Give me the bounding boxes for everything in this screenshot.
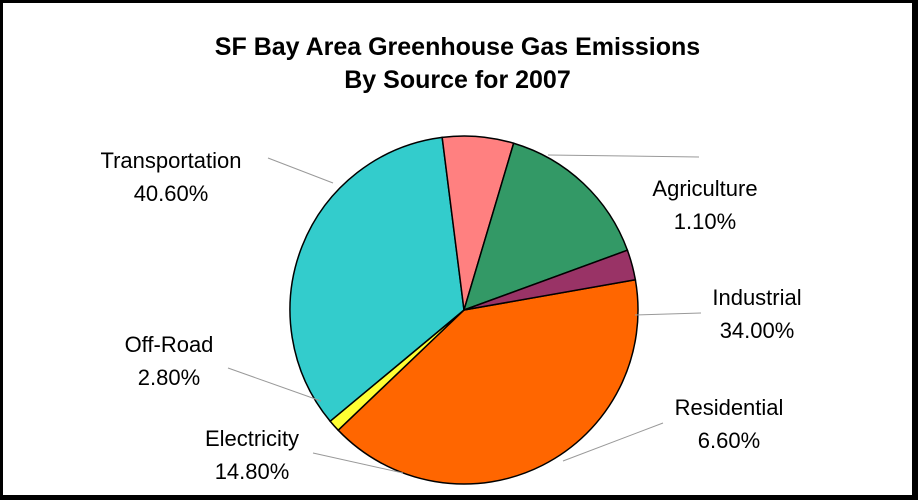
pie-slice-off-road <box>463 249 637 311</box>
leader-line-agriculture <box>547 154 700 158</box>
slice-label-electricity: Electricity <box>205 426 299 451</box>
slice-label-transportation: Transportation <box>100 148 241 173</box>
slice-label-residential: Residential <box>675 395 784 420</box>
slice-percent-agriculture: 1.10% <box>674 209 736 234</box>
pie-slice-industrial <box>289 136 465 423</box>
leader-line-off-road <box>227 367 322 402</box>
slice-percent-industrial: 34.00% <box>720 318 795 343</box>
chart-title-line-2: By Source for 2007 <box>344 66 571 94</box>
pie-slice-electricity <box>462 142 629 312</box>
chart-title: SF Bay Area Greenhouse Gas Emissions By … <box>3 31 912 97</box>
slice-percent-off-road: 2.80% <box>138 365 200 390</box>
leader-line-electricity <box>312 452 404 474</box>
pie-slice-transportation <box>337 278 639 485</box>
leader-line-residential <box>562 422 664 462</box>
slice-label-agriculture: Agriculture <box>652 176 757 201</box>
leader-line-industrial <box>634 312 702 316</box>
slice-label-industrial: Industrial <box>712 285 801 310</box>
leader-line-transportation <box>267 157 334 184</box>
chart-title-line-1: SF Bay Area Greenhouse Gas Emissions <box>214 33 701 61</box>
chart-frame: SF Bay Area Greenhouse Gas Emissions By … <box>3 3 912 495</box>
slice-percent-residential: 6.60% <box>698 428 760 453</box>
slice-percent-electricity: 14.80% <box>215 459 290 484</box>
pie-chart: Transportation 40.60% Agriculture 1.10% Indu… <box>100 135 802 485</box>
slice-label-off-road: Off-Road <box>125 332 214 357</box>
slice-percent-transportation: 40.60% <box>134 181 209 206</box>
